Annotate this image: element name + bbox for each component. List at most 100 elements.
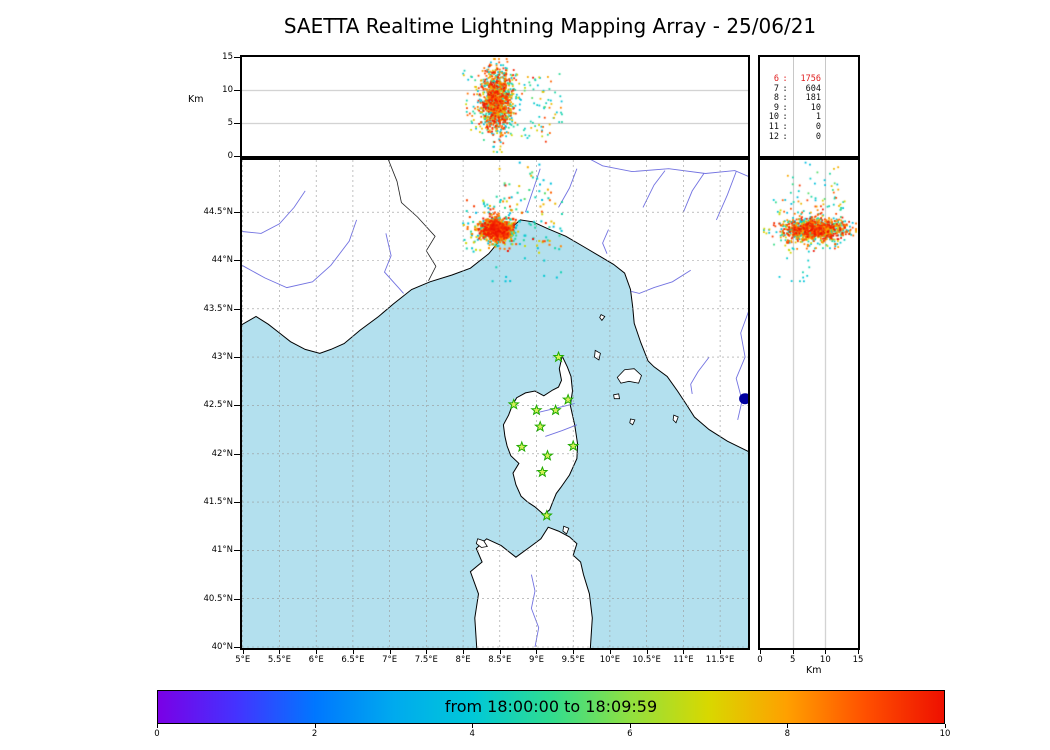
axis-tick: [500, 650, 501, 654]
axis-tick: [720, 650, 721, 654]
count-altitude: 6: [773, 74, 779, 84]
count-separator: :: [782, 112, 788, 123]
colorbar-tick-label: 10: [939, 729, 951, 739]
lon-tick-label: 10°E: [599, 655, 621, 665]
axis-tick: [234, 599, 240, 600]
lat-tick-label: 40°N: [211, 642, 233, 653]
lat-tick-label: 43.5°N: [203, 303, 233, 314]
altitude-latitude-panel: [758, 158, 860, 650]
axis-tick: [945, 724, 946, 728]
lon-tick-label: 10.5°E: [632, 655, 661, 665]
count-separator: :: [782, 93, 788, 104]
count-value: 10: [810, 102, 821, 113]
lon-tick-label: 6°E: [308, 655, 324, 665]
count-altitude: 8: [773, 93, 779, 104]
axis-tick: [683, 650, 684, 654]
altitude-axis-label-top: Km: [188, 94, 204, 105]
altitude-axis-label-bottom: Km: [806, 665, 822, 676]
axis-tick: [234, 405, 240, 406]
count-altitude: 10: [768, 112, 779, 123]
count-separator: :: [782, 83, 788, 94]
axis-tick: [426, 650, 427, 654]
lat-tick-label: 42°N: [211, 448, 233, 459]
km-tick-label: 0: [757, 655, 763, 665]
axis-tick: [234, 123, 240, 124]
colorbar-tick-label: 8: [784, 729, 791, 739]
axis-tick: [630, 724, 631, 728]
counts-gridline-5km: [793, 57, 794, 156]
axis-tick: [234, 260, 240, 261]
axis-tick: [234, 502, 240, 503]
time-colorbar: from 18:00:00 to 18:09:59: [157, 690, 945, 724]
lat-tick-label: 41°N: [211, 545, 233, 556]
count-row: 11: 0: [766, 121, 821, 133]
axis-tick: [234, 90, 240, 91]
count-value: 181: [805, 93, 821, 104]
chart-title: SAETTA Realtime Lightning Mapping Array …: [283, 14, 817, 38]
lat-tick-label: 44°N: [211, 255, 233, 266]
axis-tick: [279, 650, 280, 654]
axis-tick: [610, 650, 611, 654]
axis-tick: [234, 212, 240, 213]
axis-tick: [787, 724, 788, 728]
lat-tick-label: 44.5°N: [203, 207, 233, 218]
lon-tick-label: 11°E: [673, 655, 694, 665]
count-separator: :: [782, 131, 788, 142]
lon-tick-label: 7.5°E: [414, 655, 438, 665]
lon-tick-label: 5°E: [235, 655, 251, 665]
axis-tick: [647, 650, 648, 654]
km-tick-label: 15: [852, 655, 864, 665]
altitude-longitude-panel: [240, 55, 750, 158]
count-separator: :: [782, 121, 788, 132]
axis-tick: [760, 650, 761, 654]
count-row: 8: 181: [766, 94, 821, 104]
colorbar-tick-label: 4: [469, 729, 475, 739]
count-row: 6: 1756: [766, 74, 821, 85]
km-tick-label: 5: [789, 655, 796, 665]
lon-tick-label: 11.5°E: [705, 655, 735, 665]
axis-tick: [536, 650, 537, 654]
altitude-tick-label: 5: [227, 118, 233, 128]
count-altitude: 12: [768, 131, 779, 142]
axis-tick: [316, 650, 317, 654]
map-scatter: [242, 160, 748, 648]
axis-tick: [353, 650, 354, 654]
lon-tick-label: 8.5°E: [488, 655, 512, 665]
axis-tick: [463, 650, 464, 654]
lon-tick-label: 6.5°E: [341, 655, 365, 665]
count-value: 604: [805, 83, 821, 94]
colorbar-tick-label: 2: [311, 729, 318, 739]
axis-tick: [472, 724, 473, 728]
source-counts-panel: 6:1756 7: 604 8: 181 9:10 10: 1 11:0 12:0: [758, 55, 860, 158]
altitude-latitude-scatter: [760, 160, 858, 648]
count-value: 1: [815, 112, 821, 123]
count-row: 12: 0: [766, 131, 821, 143]
count-row: 9: 10: [766, 102, 821, 114]
axis-tick: [793, 650, 794, 654]
count-altitude: 7: [773, 83, 779, 94]
colorbar-tick-label: 6: [627, 729, 633, 739]
lon-tick-label: 9°E: [528, 655, 544, 665]
km-tick-label: 10: [819, 655, 831, 665]
axis-tick: [234, 309, 240, 310]
lat-tick-label: 43°N: [211, 352, 233, 363]
altitude-longitude-scatter: [242, 57, 748, 156]
altitude-tick-label: 15: [222, 52, 233, 62]
lon-tick-label: 9.5°E: [561, 655, 585, 665]
axis-tick: [825, 650, 826, 654]
axis-tick: [234, 647, 240, 648]
colorbar-label: from 18:00:00 to 18:09:59: [444, 697, 658, 716]
lon-tick-label: 8°E: [455, 655, 471, 665]
axis-tick: [234, 454, 240, 455]
lon-tick-label: 7°E: [382, 655, 398, 665]
counts-gridline-10km: [825, 57, 826, 156]
altitude-tick-label: 0: [227, 151, 233, 161]
axis-tick: [315, 724, 316, 728]
axis-tick: [234, 57, 240, 58]
lat-tick-label: 40.5°N: [203, 593, 233, 604]
axis-tick: [858, 650, 859, 654]
lat-tick-label: 41.5°N: [203, 497, 233, 508]
map-panel: [240, 158, 750, 650]
count-altitude: 11: [768, 121, 779, 132]
